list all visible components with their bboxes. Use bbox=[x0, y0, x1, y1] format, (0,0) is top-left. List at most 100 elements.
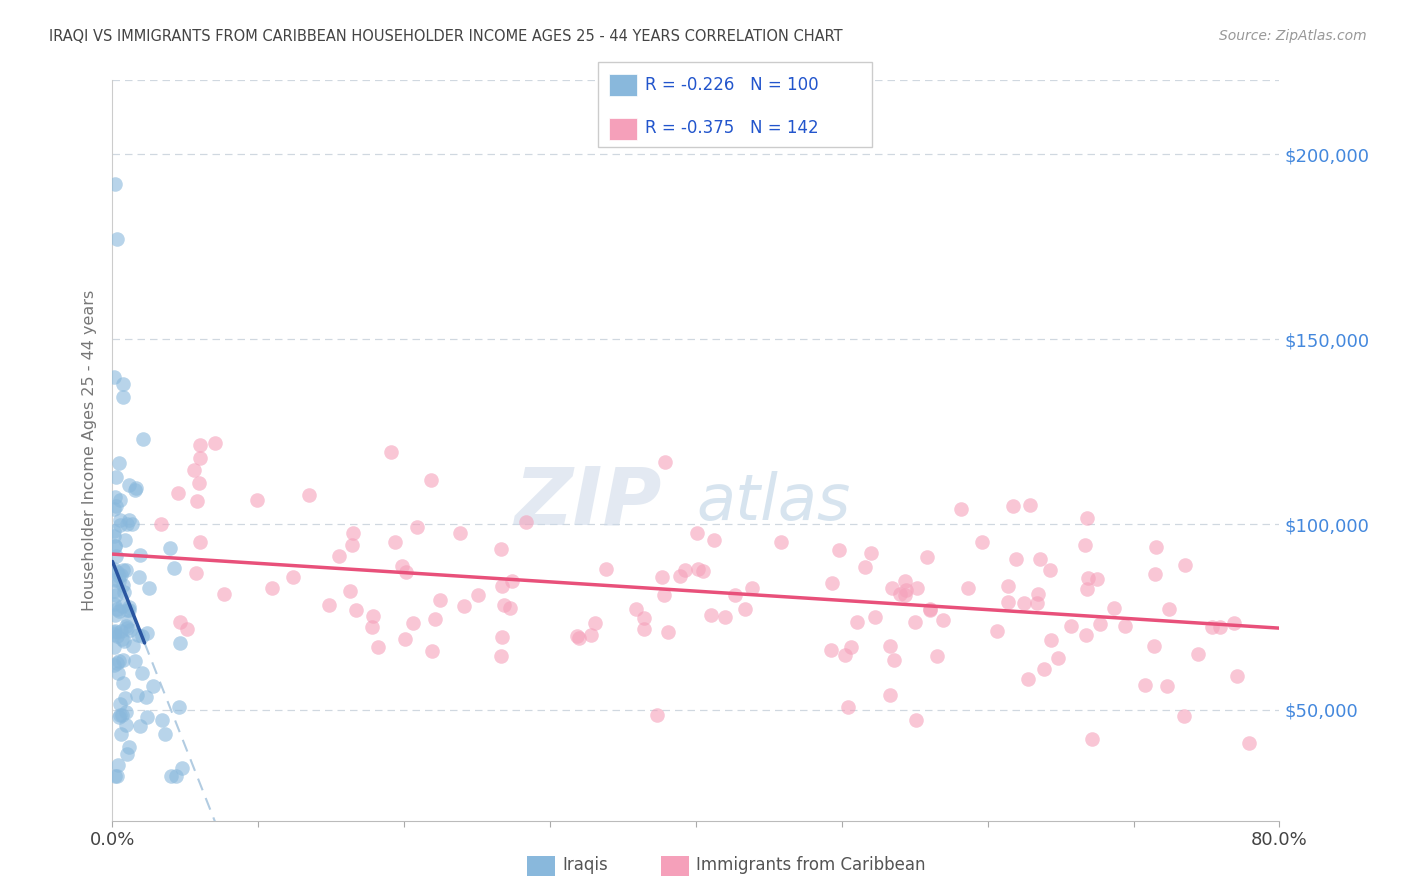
Immigrants from Caribbean bbox=[420, 644, 443, 658]
Iraqis bbox=[165, 769, 187, 783]
Immigrants from Caribbean bbox=[956, 581, 979, 595]
Iraqis bbox=[104, 549, 127, 564]
Immigrants from Caribbean bbox=[889, 587, 911, 601]
Immigrants from Caribbean bbox=[997, 579, 1019, 593]
Immigrants from Caribbean bbox=[865, 610, 887, 624]
Immigrants from Caribbean bbox=[669, 569, 692, 583]
Immigrants from Caribbean bbox=[879, 640, 901, 654]
Iraqis bbox=[105, 588, 128, 602]
Immigrants from Caribbean bbox=[186, 494, 208, 508]
Iraqis bbox=[104, 624, 127, 639]
Immigrants from Caribbean bbox=[328, 549, 350, 563]
Iraqis bbox=[124, 483, 146, 498]
Iraqis bbox=[103, 658, 125, 673]
Immigrants from Caribbean bbox=[188, 450, 211, 465]
Iraqis bbox=[160, 769, 183, 783]
Text: ZIP: ZIP bbox=[513, 463, 661, 541]
Immigrants from Caribbean bbox=[1173, 708, 1195, 723]
Immigrants from Caribbean bbox=[1074, 628, 1097, 642]
Immigrants from Caribbean bbox=[688, 561, 710, 575]
Iraqis bbox=[114, 533, 136, 547]
Immigrants from Caribbean bbox=[394, 632, 416, 646]
Immigrants from Caribbean bbox=[1085, 572, 1108, 586]
Immigrants from Caribbean bbox=[1237, 736, 1260, 750]
Immigrants from Caribbean bbox=[184, 566, 207, 580]
Immigrants from Caribbean bbox=[846, 615, 869, 629]
Immigrants from Caribbean bbox=[915, 550, 938, 565]
Immigrants from Caribbean bbox=[492, 598, 515, 612]
Immigrants from Caribbean bbox=[406, 520, 429, 534]
Iraqis bbox=[110, 624, 132, 639]
Iraqis bbox=[122, 639, 145, 653]
Iraqis bbox=[103, 583, 125, 598]
Immigrants from Caribbean bbox=[501, 574, 523, 589]
Iraqis bbox=[118, 478, 141, 492]
Immigrants from Caribbean bbox=[1102, 600, 1125, 615]
Immigrants from Caribbean bbox=[169, 615, 191, 629]
Iraqis bbox=[114, 718, 136, 732]
Iraqis bbox=[110, 708, 132, 723]
Immigrants from Caribbean bbox=[419, 473, 441, 487]
Iraqis bbox=[114, 705, 136, 719]
Iraqis bbox=[152, 713, 174, 727]
Immigrants from Caribbean bbox=[361, 609, 384, 624]
Iraqis bbox=[169, 636, 191, 650]
Iraqis bbox=[138, 581, 160, 595]
Iraqis bbox=[105, 470, 128, 484]
Immigrants from Caribbean bbox=[188, 535, 211, 549]
Iraqis bbox=[111, 599, 134, 613]
Immigrants from Caribbean bbox=[1223, 616, 1246, 631]
Immigrants from Caribbean bbox=[1047, 650, 1070, 665]
Immigrants from Caribbean bbox=[1076, 582, 1098, 597]
Iraqis bbox=[112, 563, 135, 577]
Immigrants from Caribbean bbox=[882, 582, 904, 596]
Immigrants from Caribbean bbox=[1004, 552, 1026, 566]
Text: R = -0.375   N = 142: R = -0.375 N = 142 bbox=[645, 119, 818, 136]
Iraqis bbox=[103, 502, 125, 516]
Immigrants from Caribbean bbox=[904, 714, 927, 728]
Iraqis bbox=[131, 665, 153, 680]
Text: Iraqis: Iraqis bbox=[562, 856, 609, 874]
Immigrants from Caribbean bbox=[972, 535, 994, 549]
Immigrants from Caribbean bbox=[595, 562, 617, 576]
Immigrants from Caribbean bbox=[1025, 596, 1047, 610]
Immigrants from Caribbean bbox=[950, 502, 973, 516]
Immigrants from Caribbean bbox=[204, 436, 226, 450]
Text: atlas: atlas bbox=[696, 471, 851, 533]
Immigrants from Caribbean bbox=[1077, 571, 1099, 585]
Immigrants from Caribbean bbox=[149, 516, 172, 531]
Iraqis bbox=[115, 621, 138, 635]
Immigrants from Caribbean bbox=[703, 533, 725, 547]
Immigrants from Caribbean bbox=[1226, 669, 1249, 683]
Immigrants from Caribbean bbox=[1133, 678, 1156, 692]
Iraqis bbox=[112, 390, 135, 404]
Immigrants from Caribbean bbox=[837, 700, 859, 714]
Immigrants from Caribbean bbox=[281, 570, 304, 584]
Immigrants from Caribbean bbox=[1143, 640, 1166, 654]
Immigrants from Caribbean bbox=[1018, 499, 1040, 513]
Immigrants from Caribbean bbox=[491, 579, 513, 593]
Immigrants from Caribbean bbox=[896, 582, 918, 597]
Immigrants from Caribbean bbox=[1017, 672, 1039, 686]
Iraqis bbox=[104, 490, 127, 504]
Immigrants from Caribbean bbox=[391, 559, 413, 574]
Immigrants from Caribbean bbox=[1081, 731, 1104, 746]
Y-axis label: Householder Income Ages 25 - 44 years: Householder Income Ages 25 - 44 years bbox=[82, 290, 97, 611]
Iraqis bbox=[108, 513, 131, 527]
Iraqis bbox=[108, 456, 131, 470]
Iraqis bbox=[107, 666, 129, 681]
Immigrants from Caribbean bbox=[166, 486, 188, 500]
Iraqis bbox=[105, 232, 128, 246]
Immigrants from Caribbean bbox=[367, 640, 389, 655]
Immigrants from Caribbean bbox=[1032, 662, 1054, 676]
Immigrants from Caribbean bbox=[262, 582, 284, 596]
Immigrants from Caribbean bbox=[1174, 558, 1197, 572]
Immigrants from Caribbean bbox=[318, 599, 340, 613]
Iraqis bbox=[111, 632, 134, 646]
Iraqis bbox=[110, 568, 132, 582]
Immigrants from Caribbean bbox=[361, 620, 384, 634]
Iraqis bbox=[167, 700, 190, 714]
Immigrants from Caribbean bbox=[429, 592, 451, 607]
Immigrants from Caribbean bbox=[821, 575, 844, 590]
Iraqis bbox=[125, 481, 148, 495]
